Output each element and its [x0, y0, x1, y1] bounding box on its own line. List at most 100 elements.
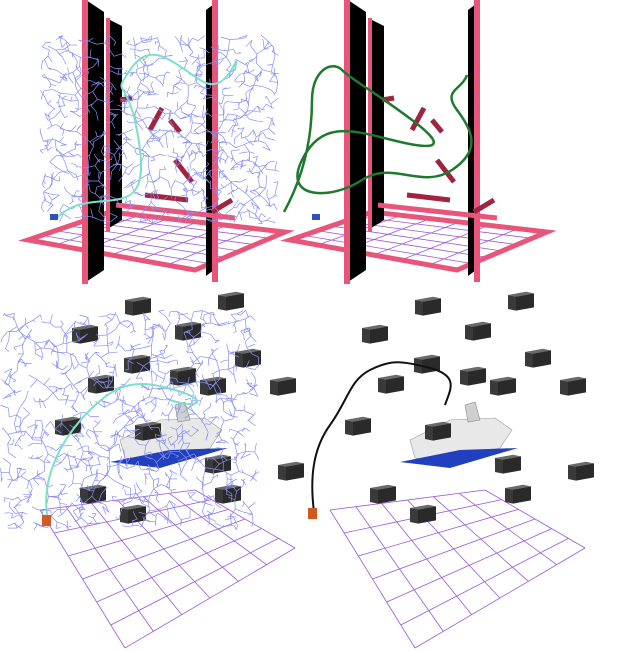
search-tree-edge [220, 213, 223, 220]
obstacle-box-4-front [235, 352, 243, 368]
search-tree-edge [273, 122, 275, 127]
search-tree-edge [51, 194, 60, 201]
search-tree-edge [119, 147, 125, 154]
search-tree-edge [51, 350, 61, 353]
search-tree-edge [189, 356, 194, 363]
search-tree-edge [112, 114, 117, 120]
search-tree-edge [184, 131, 191, 139]
search-tree-edge [176, 157, 182, 162]
search-tree-edge [97, 420, 101, 424]
search-tree-edge [61, 151, 68, 156]
search-tree-edge [248, 157, 251, 161]
search-tree-edge [77, 114, 80, 117]
search-tree-edge [20, 399, 26, 407]
search-tree-edge [187, 343, 196, 348]
search-tree-edge [245, 327, 252, 336]
search-tree-edge [145, 456, 152, 460]
search-tree-edge [246, 208, 250, 211]
search-tree-edge [59, 53, 61, 55]
search-tree-edge [196, 82, 205, 89]
search-tree-edge [22, 519, 25, 523]
search-tree-edge [134, 514, 138, 520]
search-tree-edge [266, 220, 276, 223]
search-tree-edge [61, 422, 68, 430]
search-tree-edge [142, 516, 144, 519]
search-tree-edge [81, 505, 84, 508]
search-tree-edge [83, 136, 87, 146]
search-tree-edge [212, 474, 218, 479]
search-tree-edge [49, 81, 52, 85]
search-tree-edge [120, 502, 125, 512]
search-tree-edge [72, 412, 82, 417]
search-tree-edge [8, 408, 10, 418]
search-tree-edge [250, 315, 254, 319]
search-tree-edge [231, 402, 237, 410]
search-tree-edge [221, 95, 225, 104]
search-tree-edge [75, 496, 80, 502]
search-tree-edge [47, 146, 53, 151]
search-tree-edge [154, 41, 157, 45]
search-tree-edge [86, 165, 95, 168]
search-tree-edge [233, 216, 238, 223]
search-tree-edge [105, 163, 110, 169]
search-tree-edge [156, 455, 163, 463]
search-tree-edge [73, 174, 83, 178]
search-tree-edge [146, 106, 155, 109]
search-tree-edge [159, 129, 169, 132]
search-tree-edge [43, 453, 49, 463]
search-tree-edge [258, 180, 261, 188]
search-tree-edge [59, 35, 64, 40]
search-tree-edge [184, 57, 188, 61]
search-tree-edge [195, 381, 198, 387]
search-tree-edge [231, 129, 233, 138]
search-tree-edge [233, 485, 236, 488]
search-tree-edge [75, 75, 82, 82]
search-tree-edge [159, 116, 163, 120]
obstacle-box-8-top [124, 354, 150, 360]
search-tree-edge [230, 192, 235, 199]
search-tree-edge [70, 354, 73, 363]
search-tree-edge [60, 50, 69, 54]
search-tree-edge [49, 161, 57, 168]
search-tree-edge [190, 430, 199, 437]
search-tree-edge [79, 66, 82, 71]
search-tree-edge [61, 155, 66, 163]
search-tree-edge [60, 320, 64, 325]
search-tree-edge [178, 315, 181, 319]
search-tree-edge [96, 522, 101, 524]
search-tree-edge [134, 54, 136, 59]
search-tree-edge [48, 67, 57, 71]
search-tree-edge [249, 141, 255, 146]
search-tree-edge [15, 390, 22, 393]
search-tree-edge [186, 351, 194, 354]
search-tree-edge [158, 452, 163, 457]
search-tree-edge [226, 64, 232, 71]
search-tree-edge [163, 196, 169, 200]
search-tree-edge [193, 412, 196, 415]
search-tree-edge [122, 131, 129, 134]
search-tree-edge [248, 93, 250, 103]
search-tree-edge [125, 349, 134, 352]
search-tree-edge [137, 122, 144, 131]
search-tree-edge [69, 465, 72, 470]
search-tree-edge [262, 69, 272, 73]
search-tree-edge [211, 372, 213, 375]
obstacle-box-5-front [270, 380, 278, 396]
search-tree-edge [75, 164, 77, 167]
obstacle-box-12-side [576, 463, 594, 481]
search-tree-edge [267, 63, 274, 66]
search-tree-edge [195, 61, 200, 65]
search-tree-edge [20, 471, 27, 477]
search-tree-edge [0, 477, 3, 482]
search-tree-edge [235, 365, 237, 367]
search-tree-edge [206, 94, 216, 96]
search-tree-edge [185, 449, 191, 458]
search-tree-edge [111, 372, 114, 382]
search-tree-edge [191, 360, 195, 365]
search-tree-edge [141, 217, 150, 222]
search-tree-edge [236, 485, 244, 492]
search-tree-edge [106, 466, 111, 476]
search-tree-edge [241, 479, 246, 481]
obstacle-box-9-side [353, 418, 371, 436]
search-tree-edge [106, 366, 116, 368]
